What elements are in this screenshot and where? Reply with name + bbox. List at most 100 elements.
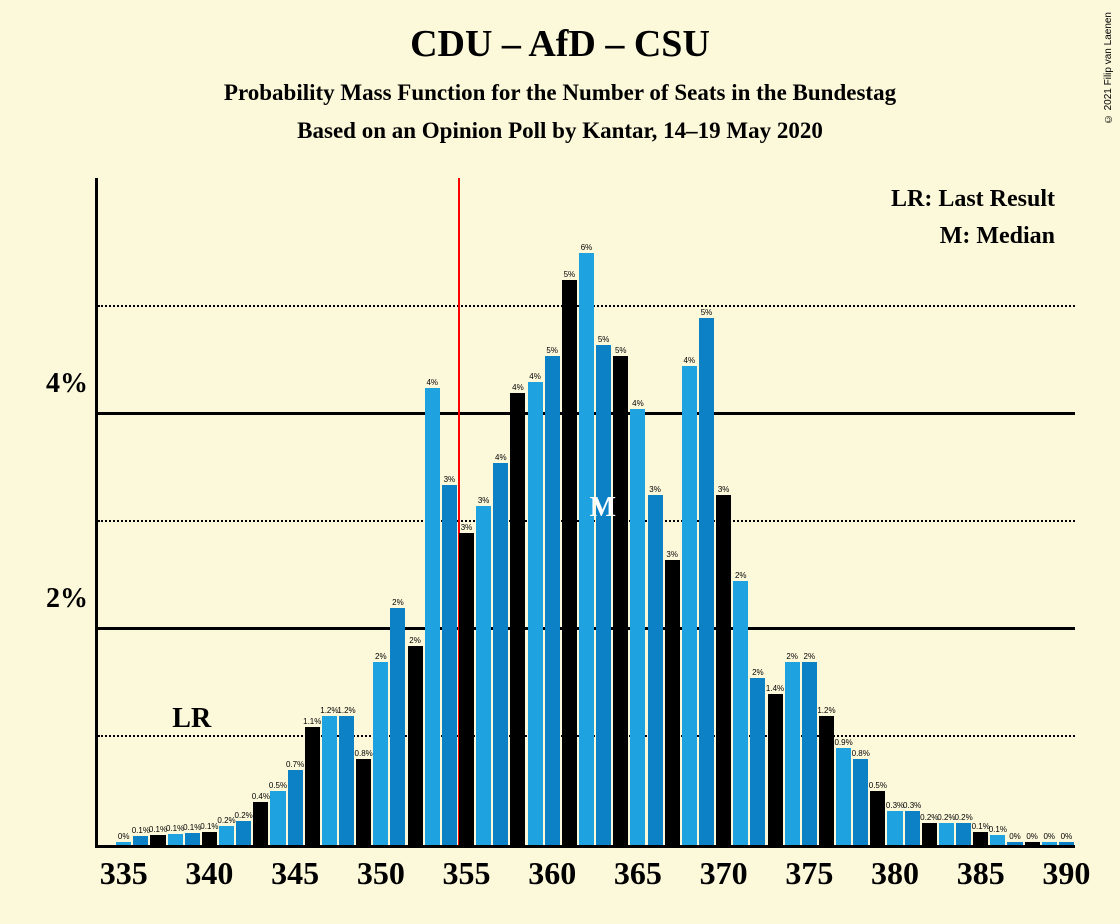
bar: 6% [579, 253, 594, 845]
bar-value-label: 0.2% [920, 813, 938, 822]
bar-value-label: 0.8% [852, 749, 870, 758]
bar: 0.2% [219, 826, 234, 845]
x-axis-label: 370 [700, 845, 748, 892]
bar-value-label: 0% [1061, 832, 1073, 841]
bar: 0.1% [973, 832, 988, 845]
x-axis-label: 360 [528, 845, 576, 892]
bar: 0.2% [236, 821, 251, 845]
bar: 0.2% [939, 823, 954, 845]
bar-value-label: 0.1% [972, 822, 990, 831]
x-axis-label: 375 [785, 845, 833, 892]
bar-value-label: 3% [444, 475, 456, 484]
bar: 5% [545, 356, 560, 845]
plot-region: LR: Last Result M: Median 2%4%3353403453… [95, 178, 1075, 848]
bar: 0% [1059, 842, 1074, 845]
bar: 3% [476, 506, 491, 845]
bar: 5% [699, 318, 714, 845]
x-axis-label: 385 [957, 845, 1005, 892]
bar: 0.1% [168, 834, 183, 845]
bar: 0.2% [922, 823, 937, 845]
bar: 1.2% [819, 716, 834, 845]
bar-value-label: 0.7% [286, 760, 304, 769]
bar: 3% [716, 495, 731, 845]
bar: 2% [733, 581, 748, 845]
bar-value-label: 6% [581, 243, 593, 252]
bar-value-label: 1.2% [337, 706, 355, 715]
x-axis-label: 345 [271, 845, 319, 892]
x-axis-label: 365 [614, 845, 662, 892]
bar: 0.1% [990, 835, 1005, 845]
bar-value-label: 0% [1009, 832, 1021, 841]
bar-value-label: 1.2% [817, 706, 835, 715]
bar: 3% [648, 495, 663, 845]
bar: 0% [1042, 842, 1057, 845]
bar-value-label: 0% [1026, 832, 1038, 841]
title-block: CDU – AfD – CSU Probability Mass Functio… [0, 0, 1120, 144]
bar-value-label: 0.1% [149, 825, 167, 834]
bar: 0.2% [956, 823, 971, 845]
bar: 4% [425, 388, 440, 845]
bar: 4% [682, 366, 697, 845]
bar: 0.3% [887, 811, 902, 845]
x-axis-label: 350 [357, 845, 405, 892]
bar-value-label: 4% [684, 356, 696, 365]
bar-value-label: 0.1% [132, 826, 150, 835]
bar: 0.5% [870, 791, 885, 845]
bar-value-label: 0.2% [937, 813, 955, 822]
bar: 1.1% [305, 727, 320, 845]
bar: 0% [1007, 842, 1022, 845]
bar: 5% [596, 345, 611, 845]
bar: 4% [510, 393, 525, 845]
chart-subtitle-1: Probability Mass Function for the Number… [0, 80, 1120, 106]
bar: 3% [442, 485, 457, 845]
bar-value-label: 0.9% [834, 738, 852, 747]
bar-value-label: 3% [649, 485, 661, 494]
bar-value-label: 2% [392, 598, 404, 607]
bar-value-label: 0.2% [235, 811, 253, 820]
bar-value-label: 5% [615, 346, 627, 355]
bar-value-label: 0% [118, 832, 130, 841]
bar-value-label: 0.5% [869, 781, 887, 790]
bar: 5% [562, 280, 577, 845]
last-result-marker: LR [172, 703, 211, 735]
bar: 2% [785, 662, 800, 845]
x-axis-label: 355 [443, 845, 491, 892]
bar-value-label: 2% [752, 668, 764, 677]
bar: 2% [390, 608, 405, 845]
x-axis-label: 380 [871, 845, 919, 892]
bar: 0% [116, 842, 131, 845]
bar-value-label: 3% [666, 550, 678, 559]
bar: 0.8% [356, 759, 371, 845]
bar: 4% [528, 382, 543, 845]
bar: 0% [1025, 842, 1040, 845]
bar-value-label: 2% [375, 652, 387, 661]
bar: 0.1% [202, 832, 217, 845]
bar: 0.8% [853, 759, 868, 845]
bars-container: 0%0.1%0.1%0.1%0.1%0.1%0.2%0.2%0.4%0.5%0.… [98, 178, 1075, 845]
x-axis-label: 390 [1042, 845, 1090, 892]
bar-value-label: 0.5% [269, 781, 287, 790]
bar: 0.5% [270, 791, 285, 845]
bar: 1.2% [339, 716, 354, 845]
chart-area: LR: Last Result M: Median 2%4%3353403453… [95, 178, 1095, 848]
bar-value-label: 5% [701, 308, 713, 317]
bar-value-label: 0.1% [166, 824, 184, 833]
bar: 1.4% [768, 694, 783, 845]
bar: 0.7% [288, 770, 303, 845]
bar: 2% [750, 678, 765, 845]
bar-value-label: 4% [426, 378, 438, 387]
bar: 0.9% [836, 748, 851, 845]
bar: 4% [493, 463, 508, 845]
bar-value-label: 0.8% [355, 749, 373, 758]
bar-value-label: 0.1% [989, 825, 1007, 834]
bar: 3% [665, 560, 680, 845]
bar-value-label: 2% [409, 636, 421, 645]
bar-value-label: 4% [495, 453, 507, 462]
chart-subtitle-2: Based on an Opinion Poll by Kantar, 14–1… [0, 118, 1120, 144]
copyright-text: © 2021 Filip van Laenen [1103, 12, 1114, 124]
bar-value-label: 0.1% [200, 822, 218, 831]
bar-value-label: 3% [478, 496, 490, 505]
bar: 2% [802, 662, 817, 845]
bar-value-label: 0.1% [183, 823, 201, 832]
x-axis-label: 335 [100, 845, 148, 892]
